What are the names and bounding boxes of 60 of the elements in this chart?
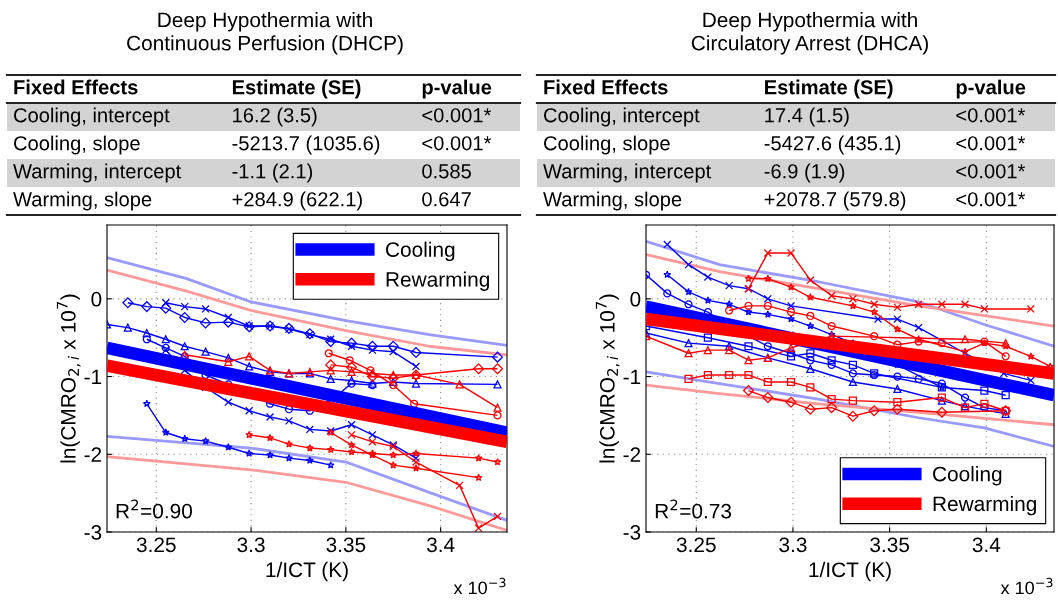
x-tick-label: 3.25 [136,537,176,553]
y-axis-title: ln(CMRO$_{2,i}$ x 10$^{7}$) [595,294,620,463]
text: Cooling, intercept [544,107,700,127]
text: Warming, intercept [543,163,712,183]
text: 16.2 (3.5) [233,107,317,127]
text: <0.001* [956,108,1026,123]
text: Warming, slope [543,191,682,211]
legend-label: Rewarming [933,495,1036,516]
x-tick-label: 3.35 [870,537,910,553]
legend-label: Cooling [386,241,455,262]
annotation: R$^{2}$=0.90 [116,499,192,519]
text: Fixed Effects [544,79,668,95]
text: -5213.7 (1035.6) [232,135,380,155]
x-tick-label: 3.4 [972,537,1001,553]
text: Estimate (SE) [232,79,361,99]
text: p-value [422,79,492,99]
chart-title: Deep Hypothermia with Continuous Perfusion (DHCP) [127,12,403,55]
text: <0.001* [956,192,1026,207]
text: <0.001* [956,136,1026,151]
y-tick-label: -3 [84,525,102,540]
x-axis-title: 1/ICT (K) [266,561,348,582]
text: -6.9 (1.9) [764,163,845,183]
text: 0.585 [422,164,471,179]
text: <0.001* [956,164,1026,179]
annotation: R$^{2}$=0.73 [655,499,732,519]
y-tick-label: 0 [630,291,641,307]
text: Fixed Effects [14,79,138,95]
text: x 10$^{−3}$ [1000,577,1053,595]
text: Cooling, intercept [14,107,170,127]
text: Cooling, slope [544,135,670,155]
text: Cooling, slope [14,135,140,155]
x-tick-label: 3.3 [237,537,265,553]
y-tick-label: -2 [623,447,641,462]
text: <0.001* [422,108,492,123]
text: +284.9 (622.1) [232,191,362,211]
x-tick-label: 3.25 [676,537,716,553]
y-tick-label: 0 [91,291,102,307]
y-axis-title: ln(CMRO$_{2,i}$ x 10$^{7}$) [56,294,81,463]
text: 0.647 [422,192,471,207]
text: 17.4 (1.5) [765,107,849,127]
y-tick-label: -3 [623,525,641,540]
text: Warming, slope [13,191,152,211]
x-axis-title: 1/ICT (K) [809,561,891,582]
legend-label: Rewarming [386,271,489,291]
text: Estimate (SE) [765,79,893,99]
text: -5427.6 (435.1) [764,135,901,155]
x-tick-label: 3.4 [426,537,455,553]
chart-title: Deep Hypothermia with Circulatory Arrest (DHCA) [691,12,928,55]
y-tick-label: -2 [84,447,102,462]
y-tick-label: -1 [84,369,102,385]
y-tick-label: -1 [623,369,641,385]
text: -1.1 (2.1) [232,163,313,183]
legend-label: Cooling [933,466,1002,486]
text: +2078.7 (579.8) [764,191,906,211]
text: p-value [956,79,1026,99]
text: x 10$^{−3}$ [453,577,506,595]
x-tick-label: 3.35 [326,537,366,553]
text: <0.001* [422,136,492,151]
x-tick-label: 3.3 [779,537,807,553]
text: Warming, intercept [13,163,182,183]
